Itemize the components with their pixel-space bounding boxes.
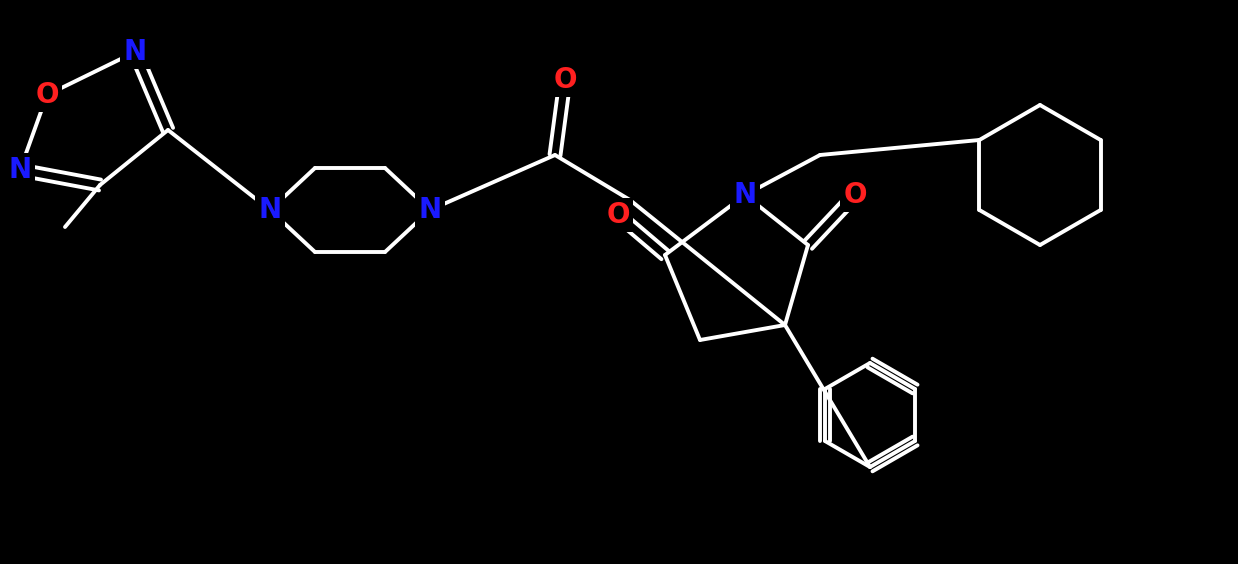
Text: N: N [124, 38, 146, 66]
Text: N: N [733, 181, 756, 209]
Text: O: O [35, 81, 58, 109]
Text: N: N [9, 156, 31, 184]
Text: O: O [607, 201, 630, 229]
Text: O: O [553, 66, 577, 94]
Text: O: O [843, 181, 867, 209]
Text: N: N [259, 196, 281, 224]
Text: N: N [418, 196, 442, 224]
